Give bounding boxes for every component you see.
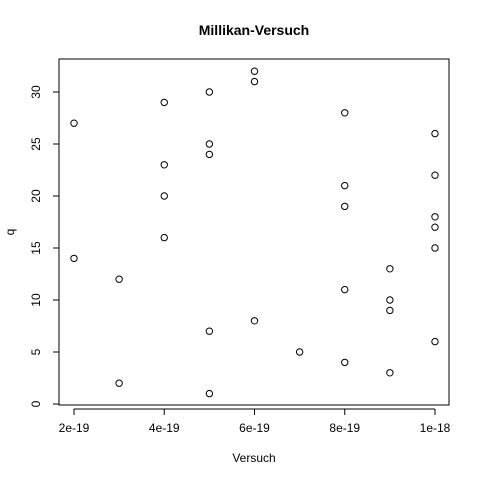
y-tick-label: 30	[29, 85, 43, 99]
y-tick-label: 25	[29, 137, 43, 151]
y-axis-label: q	[3, 229, 17, 236]
data-point	[205, 389, 214, 398]
data-point	[386, 306, 394, 315]
y-tick-label: 0	[29, 400, 43, 407]
y-tick-label: 5	[29, 348, 43, 355]
data-points	[70, 67, 439, 398]
data-point	[431, 213, 439, 221]
data-point	[341, 358, 349, 367]
x-tick-label: 1e-18	[420, 421, 451, 435]
data-point	[205, 88, 214, 96]
data-point	[115, 275, 123, 283]
data-point	[295, 348, 304, 356]
data-point	[341, 109, 349, 117]
data-point	[250, 77, 259, 86]
data-point	[386, 265, 394, 273]
data-point	[431, 129, 439, 138]
data-point	[160, 98, 168, 107]
data-point	[160, 161, 168, 169]
y-tick-label: 10	[29, 293, 43, 307]
data-point	[431, 171, 439, 179]
data-point	[205, 327, 214, 335]
data-point	[205, 140, 214, 148]
data-point	[431, 223, 439, 231]
x-tick-label: 8e-19	[329, 421, 360, 435]
data-point	[70, 119, 78, 127]
data-point	[386, 369, 394, 377]
data-point	[431, 244, 439, 252]
x-axis-label: Versuch	[232, 451, 275, 465]
plot-frame	[58, 58, 450, 406]
data-point	[341, 202, 349, 211]
x-tick-label: 2e-19	[59, 421, 90, 435]
data-point	[386, 296, 394, 304]
data-point	[341, 181, 349, 190]
x-axis: 2e-19 4e-19 6e-19 8e-19 1e-18	[59, 408, 451, 435]
data-point	[250, 67, 259, 75]
chart-title: Millikan-Versuch	[199, 22, 309, 38]
x-tick-label: 6e-19	[239, 421, 270, 435]
data-point	[205, 150, 214, 159]
data-point	[70, 254, 78, 263]
data-point	[431, 337, 439, 346]
data-point	[250, 317, 259, 325]
y-tick-label: 15	[29, 241, 43, 255]
x-tick-label: 4e-19	[149, 421, 180, 435]
y-axis: 0 5 10 15 20 25 30	[29, 85, 60, 407]
data-point	[115, 379, 123, 387]
y-tick-label: 20	[29, 189, 43, 203]
data-point	[160, 233, 168, 242]
data-point	[160, 192, 168, 200]
data-point	[341, 285, 349, 294]
